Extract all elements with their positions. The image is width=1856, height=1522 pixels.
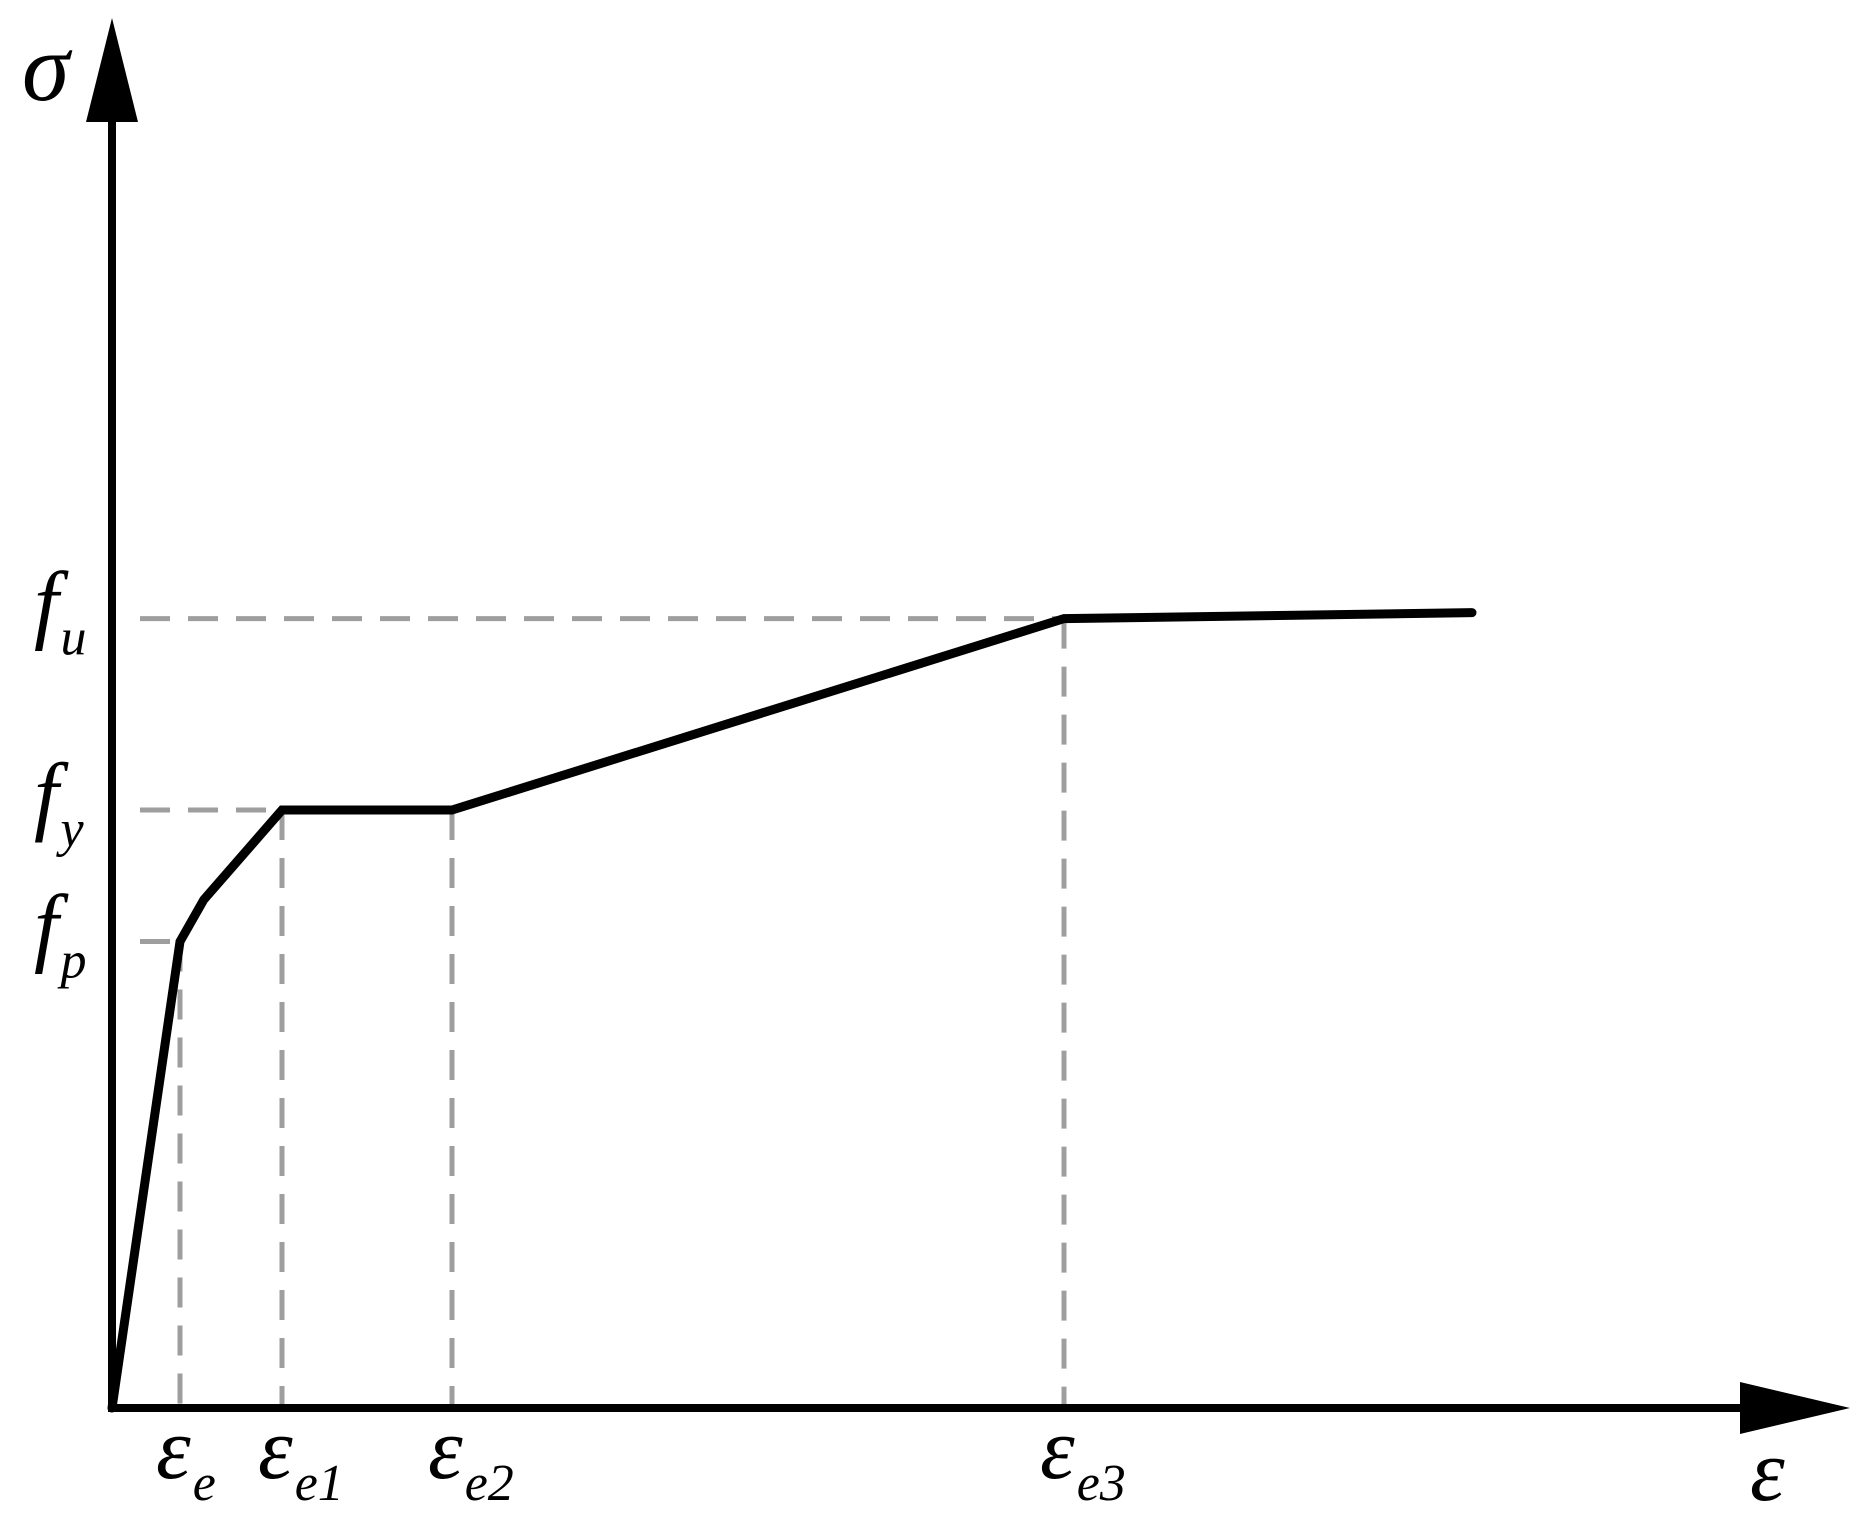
guide-lines (140, 616, 1067, 1408)
x-tick-label: εe3 (1040, 1401, 1126, 1512)
x-axis-arrowhead (1740, 1382, 1850, 1434)
y-axis-arrowhead (86, 18, 138, 122)
y-tick-label: fp (34, 879, 86, 990)
y-tick-label: fy (34, 747, 84, 858)
x-axis-label: ε (1750, 1423, 1785, 1520)
y-tick-label: fu (34, 556, 86, 667)
stress-strain-curve (107, 608, 1477, 1413)
x-tick-label: εe2 (428, 1401, 514, 1512)
x-tick-label: εe1 (258, 1401, 344, 1512)
y-axis-label: σ (22, 14, 73, 121)
y-tick-labels: fp fy fu (34, 556, 86, 990)
x-tick-label: εe (156, 1401, 216, 1512)
curve-layer (107, 608, 1477, 1413)
axes (86, 18, 1850, 1434)
x-tick-labels: εe εe1 εe2 εe3 (156, 1401, 1126, 1512)
